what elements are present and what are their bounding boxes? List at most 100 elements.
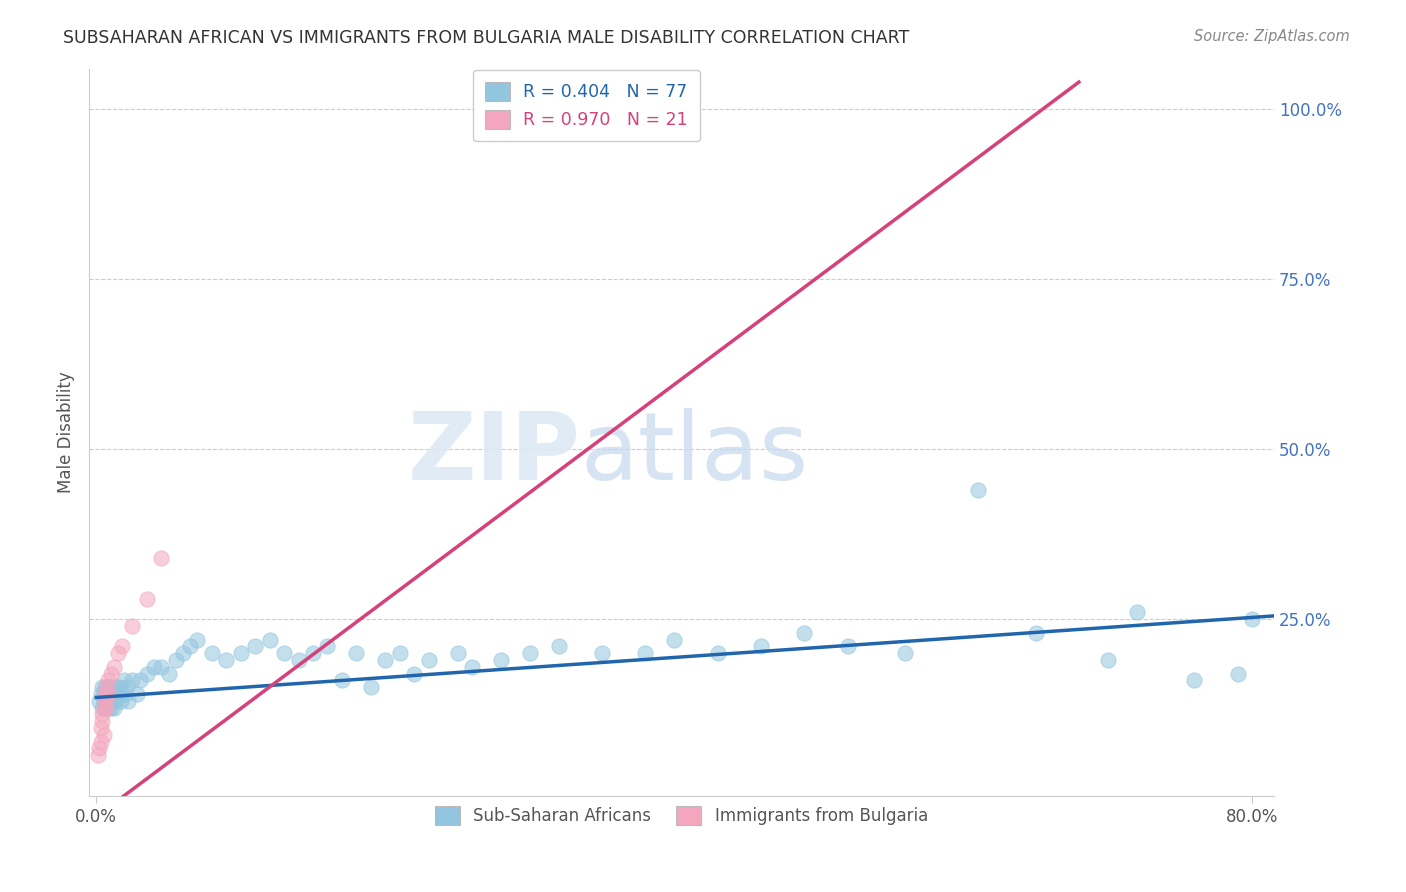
Point [89, 694, 111, 708]
Point [287, 653, 309, 667]
Point [104, 694, 127, 708]
Point [330, 673, 353, 688]
Point [90, 721, 112, 735]
Point [97, 673, 120, 688]
Point [117, 694, 139, 708]
Point [547, 640, 569, 654]
Point [98, 687, 121, 701]
Point [519, 646, 541, 660]
Point [96, 700, 118, 714]
Point [1125, 606, 1147, 620]
Point [103, 700, 125, 714]
Point [93, 694, 115, 708]
Point [150, 551, 173, 566]
Point [201, 646, 224, 660]
Point [121, 673, 143, 688]
Point [966, 483, 988, 497]
Point [91, 681, 114, 695]
Text: atlas: atlas [581, 409, 808, 500]
Point [108, 681, 131, 695]
Point [1097, 653, 1119, 667]
Point [91, 714, 114, 729]
Point [100, 700, 122, 714]
Point [143, 660, 166, 674]
Point [664, 632, 686, 647]
Point [489, 653, 512, 667]
Point [245, 640, 267, 654]
Point [101, 681, 124, 695]
Point [114, 687, 136, 701]
Point [179, 640, 201, 654]
Point [96, 694, 118, 708]
Point [150, 660, 173, 674]
Point [94, 700, 117, 714]
Point [100, 666, 122, 681]
Point [101, 694, 124, 708]
Legend: Sub-Saharan Africans, Immigrants from Bulgaria: Sub-Saharan Africans, Immigrants from Bu… [425, 797, 938, 835]
Text: Source: ZipAtlas.com: Source: ZipAtlas.com [1194, 29, 1350, 44]
Point [135, 591, 157, 606]
Point [110, 694, 132, 708]
Point [100, 687, 122, 701]
Point [1241, 612, 1264, 626]
Point [374, 653, 396, 667]
Point [93, 700, 115, 714]
Point [89, 741, 111, 756]
Point [135, 666, 157, 681]
Point [112, 673, 135, 688]
Point [186, 632, 208, 647]
Point [111, 640, 134, 654]
Point [360, 681, 382, 695]
Point [87, 748, 110, 763]
Point [837, 640, 859, 654]
Point [259, 632, 281, 647]
Point [115, 681, 138, 695]
Point [111, 687, 134, 701]
Point [418, 653, 440, 667]
Point [94, 681, 117, 695]
Point [172, 646, 194, 660]
Point [94, 694, 117, 708]
Point [128, 673, 150, 688]
Text: SUBSAHARAN AFRICAN VS IMMIGRANTS FROM BULGARIA MALE DISABILITY CORRELATION CHART: SUBSAHARAN AFRICAN VS IMMIGRANTS FROM BU… [63, 29, 910, 46]
Point [91, 707, 114, 722]
Point [273, 646, 295, 660]
Point [98, 694, 121, 708]
Point [634, 646, 657, 660]
Point [793, 626, 815, 640]
Point [93, 728, 115, 742]
Point [344, 646, 367, 660]
Point [96, 681, 118, 695]
Point [125, 687, 148, 701]
Point [749, 640, 772, 654]
Point [105, 681, 128, 695]
Point [103, 687, 125, 701]
Point [90, 734, 112, 748]
Point [894, 646, 917, 660]
Point [103, 660, 125, 674]
Point [215, 653, 238, 667]
Point [1184, 673, 1206, 688]
Point [446, 646, 468, 660]
Point [91, 700, 114, 714]
Point [97, 700, 120, 714]
Point [302, 646, 325, 660]
Point [157, 666, 180, 681]
Point [165, 653, 187, 667]
Point [388, 646, 411, 660]
Point [1226, 666, 1249, 681]
Point [98, 681, 121, 695]
Y-axis label: Male Disability: Male Disability [58, 371, 75, 493]
Point [1024, 626, 1046, 640]
Point [90, 687, 112, 701]
Point [461, 660, 484, 674]
Point [591, 646, 613, 660]
Point [316, 640, 339, 654]
Point [107, 687, 129, 701]
Point [706, 646, 728, 660]
Point [94, 687, 117, 701]
Point [107, 646, 129, 660]
Point [96, 687, 118, 701]
Point [121, 619, 143, 633]
Point [97, 687, 120, 701]
